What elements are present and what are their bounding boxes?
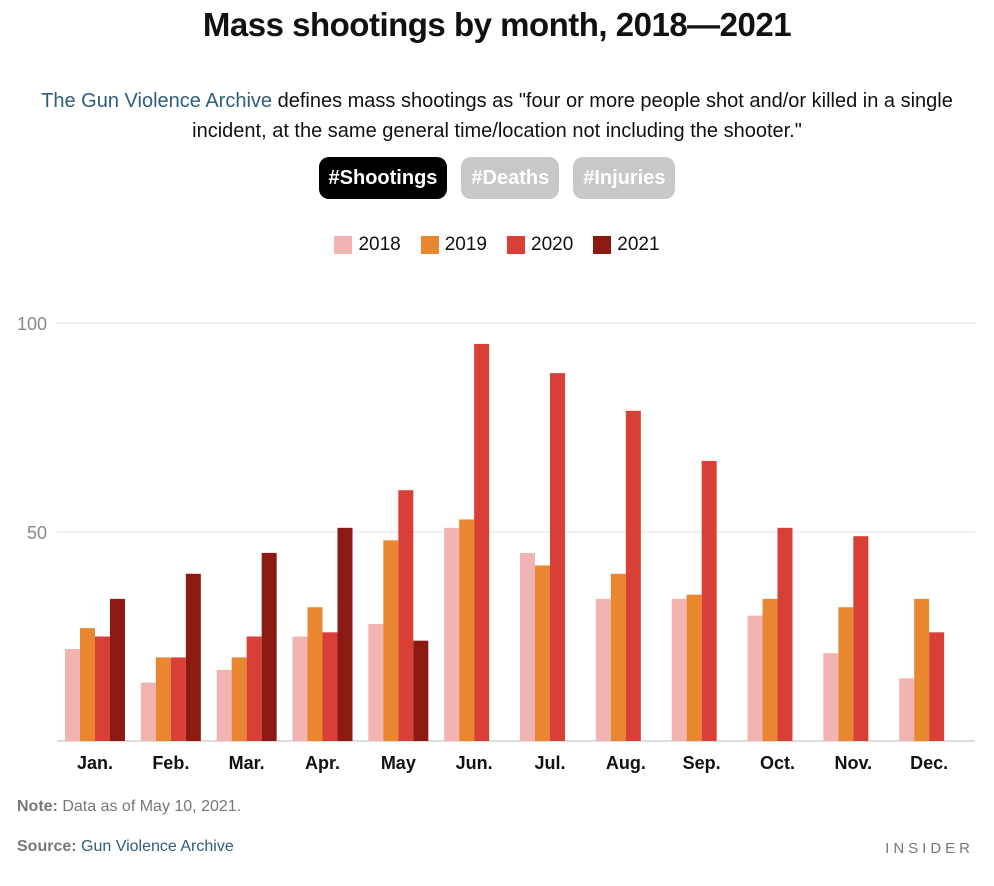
legend-swatch-2020 [507, 236, 525, 254]
bar-2020-2 [246, 636, 262, 741]
bar-2020-0 [95, 636, 110, 741]
x-tick-label-3: Apr. [305, 753, 340, 773]
chart-legend: 2018 2019 2020 2021 [0, 234, 994, 256]
bar-2019-7 [610, 573, 626, 741]
bar-2019-3 [307, 607, 323, 741]
chart-title: Mass shootings by month, 2018—2021 [202, 6, 792, 43]
bar-2020-10 [853, 536, 869, 741]
toggle-deaths[interactable]: #Deaths [461, 157, 560, 199]
bar-2018-3 [292, 636, 308, 741]
x-tick-label-4: May [381, 753, 416, 773]
bar-2021-3 [337, 527, 353, 741]
legend-label-2019: 2019 [444, 234, 487, 255]
x-tick-label-10: Nov. [834, 753, 872, 773]
bar-2021-2 [261, 552, 277, 741]
bar-2019-1 [155, 657, 171, 741]
chart-description: The Gun Violence Archive defines mass sh… [10, 86, 984, 146]
bar-2021-0 [110, 598, 125, 741]
metric-toggle-group: #Shootings #Deaths #Injuries [0, 157, 994, 199]
x-tick-label-1: Feb. [152, 753, 189, 773]
bar-2018-4 [368, 623, 384, 741]
source-link[interactable]: Gun Violence Archive [81, 838, 234, 855]
legend-item-2020: 2020 [507, 234, 573, 256]
legend-swatch-2018 [334, 236, 353, 254]
bar-2018-7 [595, 598, 611, 741]
bar-2019-4 [383, 540, 399, 741]
y-tick-label-100: 100 [17, 314, 47, 334]
bar-2018-1 [140, 682, 156, 741]
bar-2018-0 [65, 649, 80, 741]
bar-2020-9 [777, 527, 793, 741]
legend-swatch-2019 [420, 236, 439, 254]
x-tick-label-5: Jun. [456, 753, 493, 773]
bar-2019-8 [686, 594, 702, 741]
bar-2020-11 [929, 632, 945, 741]
legend-label-2018: 2018 [358, 234, 401, 255]
bar-2018-2 [216, 669, 232, 741]
bar-2020-7 [625, 410, 641, 741]
bar-2021-4 [413, 640, 429, 741]
chart-note: Note: Data as of May 10, 2021. [17, 798, 241, 816]
bar-chart: 50 100 Jan. Feb. Mar. Apr. May Jun. Jul. Aug. Sep.… [17, 314, 975, 773]
x-tick-label-7: Aug. [606, 753, 646, 773]
bar-2018-10 [823, 653, 839, 741]
bar-2019-10 [838, 607, 854, 741]
note-text: Data as of May 10, 2021. [57, 798, 242, 815]
bar-2019-2 [231, 657, 247, 741]
x-tick-label-0: Jan. [77, 753, 113, 773]
x-tick-label-9: Oct. [760, 753, 795, 773]
toggle-injuries[interactable]: #Injuries [573, 157, 676, 199]
bar-2020-5 [474, 343, 490, 741]
source-label: Source: [17, 838, 77, 855]
bar-2020-1 [170, 657, 186, 741]
toggle-shootings[interactable]: #Shootings [318, 157, 448, 199]
legend-item-2021: 2021 [593, 234, 660, 256]
x-tick-label-11: Dec. [910, 753, 948, 773]
chart-source: Source: Gun Violence Archive [17, 838, 234, 856]
bar-2018-9 [747, 615, 763, 741]
x-tick-label-6: Jul. [534, 753, 565, 773]
bar-2019-5 [459, 519, 475, 741]
bar-2018-6 [520, 552, 535, 741]
bar-2019-11 [914, 598, 930, 741]
bar-2019-6 [535, 565, 550, 741]
bar-2018-11 [899, 678, 915, 741]
bar-2020-3 [322, 632, 338, 741]
bar-2019-9 [762, 598, 778, 741]
y-tick-label-50: 50 [27, 523, 47, 543]
bar-2021-1 [185, 573, 201, 741]
legend-label-2020: 2020 [531, 234, 574, 255]
note-label: Note: [17, 798, 58, 815]
insider-logo: INSIDER [885, 840, 974, 857]
legend-item-2018: 2018 [334, 234, 401, 256]
legend-label-2021: 2021 [617, 234, 660, 255]
x-tick-label-8: Sep. [683, 753, 721, 773]
bar-2019-0 [80, 628, 95, 741]
legend-swatch-2021 [593, 236, 612, 254]
description-text: defines mass shootings as "four or more … [192, 90, 953, 142]
legend-item-2019: 2019 [420, 234, 487, 256]
bar-2020-8 [701, 460, 717, 741]
bar-2018-5 [444, 527, 460, 741]
bar-2020-6 [550, 373, 565, 741]
x-tick-label-2: Mar. [229, 753, 265, 773]
bar-2020-4 [398, 490, 414, 741]
bar-2018-8 [671, 598, 687, 741]
gva-link[interactable]: The Gun Violence Archive [41, 90, 273, 112]
